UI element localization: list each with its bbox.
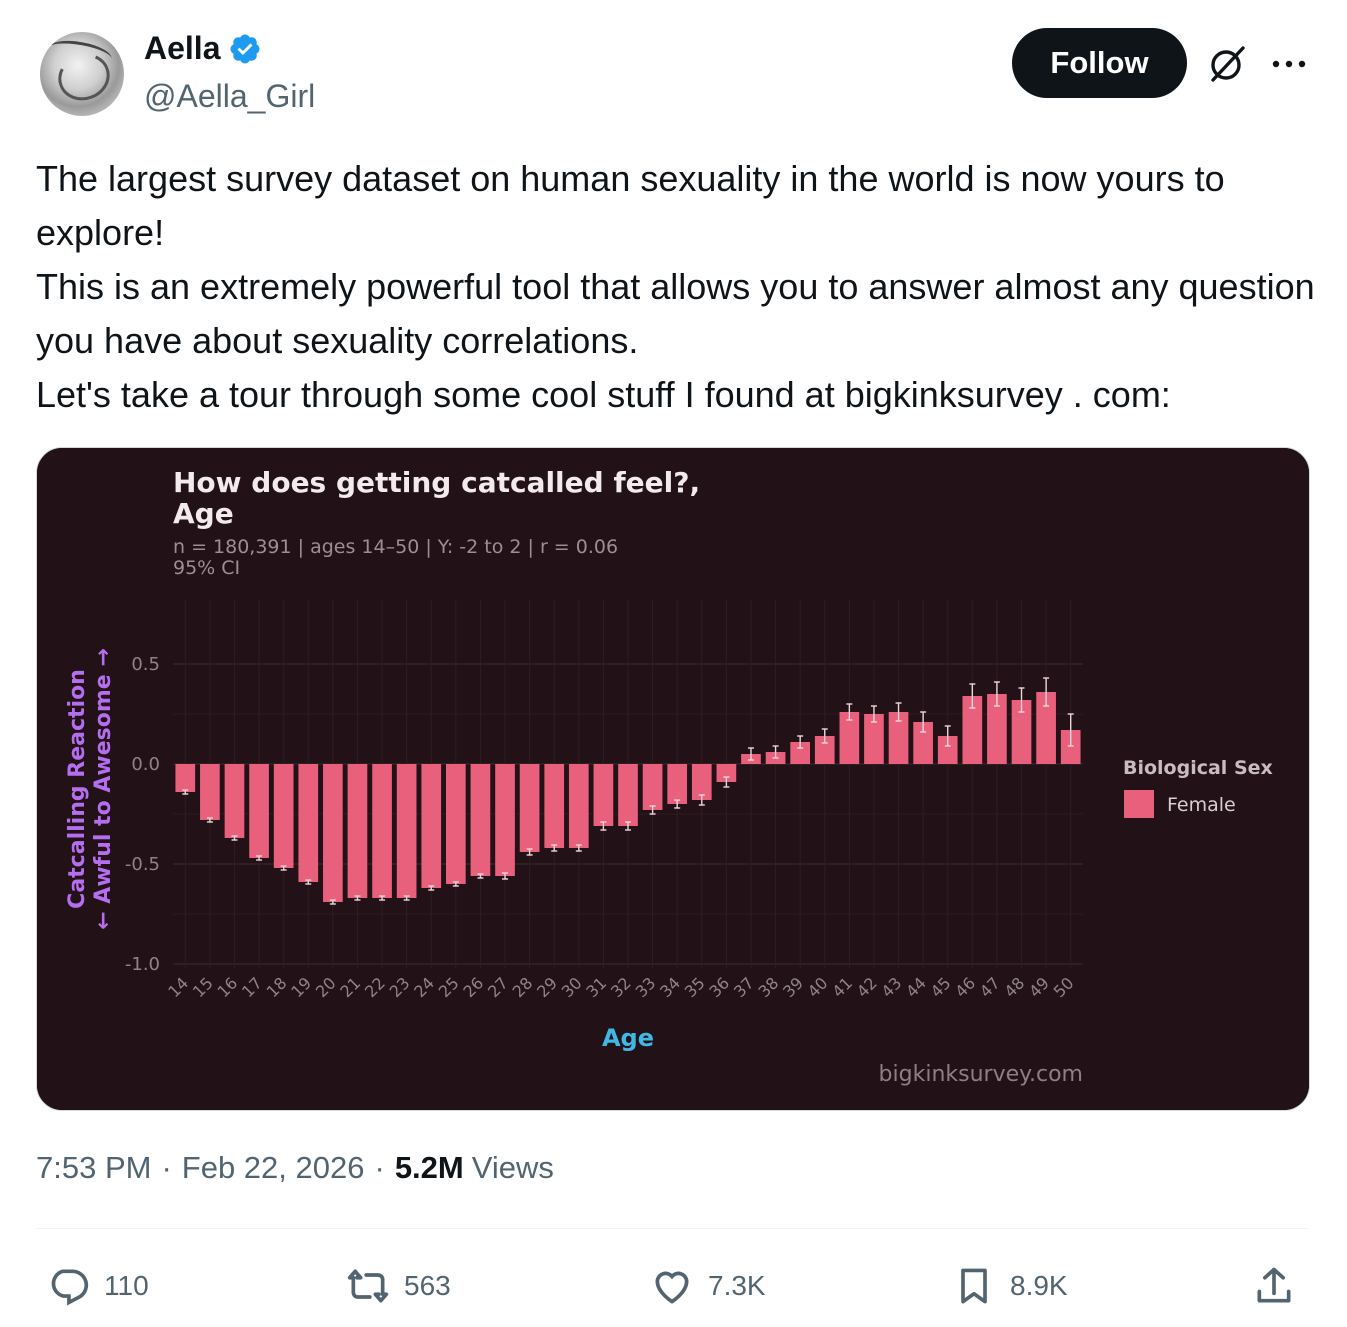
bar <box>568 764 589 848</box>
repost-icon <box>347 1269 389 1303</box>
bar <box>446 764 466 884</box>
bar <box>519 764 540 852</box>
tweet-line: Let's take a tour through some cool stuf… <box>36 374 1171 415</box>
action-bar: 110 563 7.3K 8.9K <box>0 1256 1347 1316</box>
avatar[interactable] <box>40 32 124 116</box>
bar <box>790 742 810 764</box>
verified-badge-icon <box>230 33 261 64</box>
x-axis-label: Age <box>602 1024 654 1052</box>
bar <box>1011 700 1032 764</box>
bar <box>814 736 835 764</box>
watermark: bigkinksurvey.com <box>879 1062 1083 1087</box>
tweet-media-chart[interactable]: How does getting catcalled feel?, Age n … <box>36 447 1310 1111</box>
like-count: 7.3K <box>708 1270 766 1301</box>
bookmark-icon <box>961 1268 987 1304</box>
bar <box>323 764 343 902</box>
bar <box>347 764 368 898</box>
chart-title: How does getting catcalled feel?, <box>173 466 700 499</box>
meta-separator: · <box>374 1150 385 1185</box>
bar <box>691 764 712 800</box>
tweet-time[interactable]: 7:53 PM <box>36 1150 152 1185</box>
bar <box>667 764 688 804</box>
y-tick-label: -0.5 <box>125 854 160 875</box>
divider <box>36 1228 1308 1229</box>
reply-button[interactable]: 110 <box>46 1256 149 1316</box>
user-name[interactable]: Aella <box>144 30 221 66</box>
bar <box>495 764 515 876</box>
bar <box>372 764 392 898</box>
heart-icon <box>655 1271 689 1304</box>
legend-swatch-female <box>1124 790 1154 818</box>
share-icon <box>1257 1267 1291 1303</box>
bar <box>864 714 884 764</box>
bar <box>544 764 565 848</box>
bar <box>470 764 491 876</box>
bookmark-button[interactable]: 8.9K <box>952 1256 1068 1316</box>
follow-button[interactable]: Follow <box>1012 28 1187 98</box>
bar <box>716 764 737 782</box>
reply-count: 110 <box>104 1270 149 1301</box>
meta-separator: · <box>161 1150 172 1185</box>
chart-subtitle: n = 180,391 | ages 14–50 | Y: -2 to 2 | … <box>173 536 618 558</box>
views-count: 5.2M <box>394 1150 464 1185</box>
bar <box>987 694 1007 764</box>
grok-icon[interactable] <box>1205 42 1249 86</box>
y-axis-label-line2: ← Awful to Awesome → <box>91 648 116 930</box>
bar <box>962 696 983 764</box>
legend-title: Biological Sex <box>1123 757 1273 779</box>
like-button[interactable]: 7.3K <box>650 1256 766 1316</box>
y-tick-label: -1.0 <box>125 954 160 975</box>
views-label: Views <box>471 1150 554 1185</box>
bar <box>249 764 269 858</box>
bar <box>937 736 958 764</box>
bar <box>1060 730 1081 764</box>
bar <box>888 712 909 764</box>
bar <box>175 764 196 792</box>
bar <box>913 722 933 764</box>
reply-icon <box>51 1269 89 1306</box>
bar <box>298 764 319 882</box>
more-options-icon[interactable] <box>1270 50 1308 78</box>
bar <box>421 764 442 888</box>
user-name-row[interactable]: Aella <box>144 30 262 67</box>
tweet-meta: 7:53 PM · Feb 22, 2026 · 5.2M Views <box>36 1150 554 1186</box>
bar <box>273 764 294 868</box>
y-tick-label: 0.0 <box>131 754 160 775</box>
share-button[interactable] <box>1252 1256 1296 1316</box>
chart-title-line2: Age <box>173 497 234 530</box>
bar <box>593 764 614 826</box>
y-tick-label: 0.5 <box>131 654 160 675</box>
bar <box>618 764 638 826</box>
bar <box>224 764 245 838</box>
chart-subtitle-line2: 95% CI <box>173 557 240 579</box>
tweet-text: The largest survey dataset on human sexu… <box>36 152 1316 422</box>
tweet-line: This is an extremely powerful tool that … <box>36 266 1315 361</box>
bar <box>200 764 220 820</box>
repost-count: 563 <box>404 1270 451 1301</box>
repost-button[interactable]: 563 <box>346 1256 451 1316</box>
tweet-line: The largest survey dataset on human sexu… <box>36 158 1225 253</box>
tweet-date[interactable]: Feb 22, 2026 <box>181 1150 365 1185</box>
bar <box>396 764 417 898</box>
bar <box>642 764 663 810</box>
bar <box>1036 692 1056 764</box>
bar <box>839 712 860 764</box>
bar-chart: How does getting catcalled feel?, Age n … <box>37 448 1309 1110</box>
y-axis-label: Catcalling Reaction <box>65 669 90 909</box>
bookmark-count: 8.9K <box>1010 1270 1068 1301</box>
user-handle[interactable]: @Aella_Girl <box>144 78 316 114</box>
legend-label-female: Female <box>1167 794 1236 816</box>
